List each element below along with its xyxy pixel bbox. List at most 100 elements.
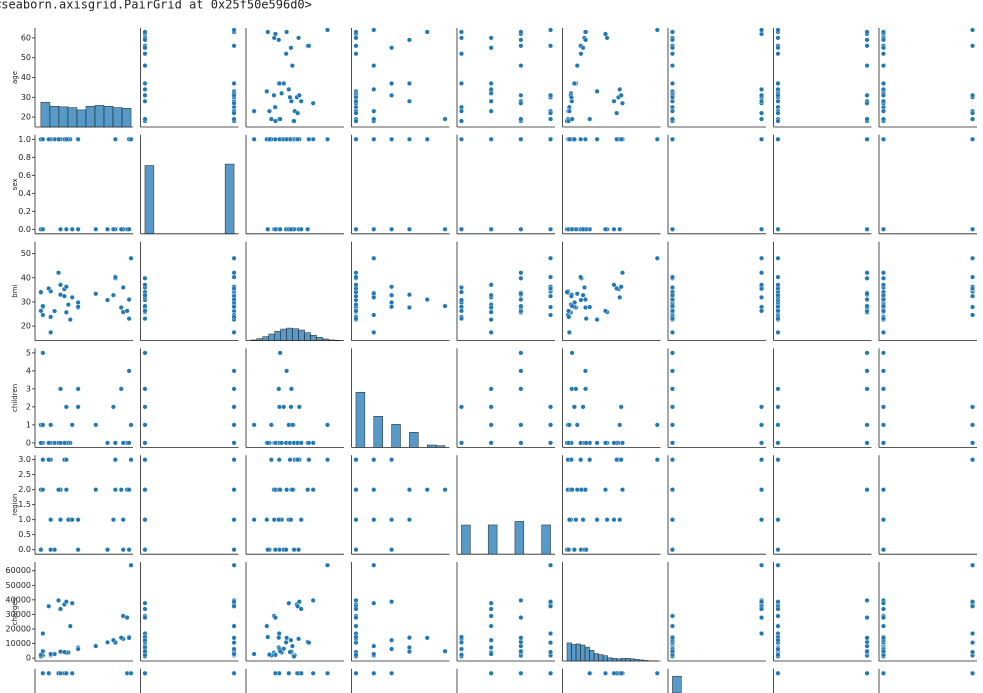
scatter-point: [371, 517, 377, 523]
scatter-point: [63, 284, 69, 290]
scatter-point: [75, 136, 81, 142]
scatter-point: [548, 293, 554, 299]
scatter-point: [389, 80, 395, 86]
scatter-point: [775, 670, 781, 676]
scatter-point: [518, 297, 524, 303]
scatter-point: [406, 226, 412, 232]
scatter-point: [353, 270, 359, 276]
hist-bar: [629, 658, 635, 662]
scatter-point: [580, 404, 586, 410]
scatter-point: [669, 329, 675, 335]
scatter-point: [406, 649, 412, 655]
scatter-point: [371, 27, 377, 33]
scatter-point: [583, 37, 589, 43]
scatter-point: [488, 80, 494, 86]
scatter-point: [880, 80, 886, 86]
scatter-point: [126, 226, 132, 232]
scatter-point: [120, 517, 126, 523]
hist-bar: [611, 658, 617, 662]
scatter-point: [488, 606, 494, 612]
scatter-point: [578, 274, 584, 280]
scatter-point: [548, 312, 554, 318]
scatter-point: [325, 422, 331, 428]
scatter-point: [488, 309, 494, 315]
scatter-point: [574, 291, 580, 297]
scatter-point: [548, 640, 554, 646]
scatter-point: [128, 422, 134, 428]
scatter-point: [571, 404, 577, 410]
scatter-point: [880, 635, 886, 641]
scatter-point: [40, 631, 46, 637]
scatter-point: [669, 63, 675, 69]
y-tick-label: 0.4: [18, 189, 31, 198]
scatter-point: [864, 100, 870, 106]
hist-bar: [310, 335, 317, 341]
scatter-point: [442, 116, 448, 122]
scatter-point: [669, 547, 675, 553]
scatter-point: [371, 643, 377, 649]
scatter-point: [518, 648, 524, 654]
scatter-point: [353, 29, 359, 35]
scatter-point: [548, 440, 554, 446]
scatter-point: [970, 110, 976, 116]
y-axis-label: age: [11, 71, 19, 84]
scatter-point: [566, 422, 572, 428]
scatter-point: [69, 294, 75, 300]
scatter-point: [231, 329, 237, 335]
y-tick-label: 20: [21, 113, 31, 122]
scatter-point: [296, 404, 302, 410]
scatter-point: [458, 284, 464, 290]
scatter-point: [618, 457, 624, 463]
scatter-point: [518, 368, 524, 374]
scatter-point: [142, 615, 148, 621]
scatter-point: [289, 63, 295, 69]
scatter-point: [654, 457, 660, 463]
y-tick-label: 3: [26, 384, 31, 393]
scatter-point: [488, 226, 494, 232]
scatter-point: [112, 457, 118, 463]
scatter-point: [284, 368, 290, 374]
scatter-point: [568, 293, 574, 299]
scatter-point: [389, 284, 395, 290]
scatter-point: [775, 274, 781, 280]
scatter-point: [231, 599, 237, 605]
scatter-point: [69, 422, 75, 428]
scatter-point: [231, 440, 237, 446]
scatter-point: [548, 116, 554, 122]
scatter-point: [566, 517, 572, 523]
scatter-point: [617, 422, 623, 428]
scatter-point: [775, 652, 781, 658]
scatter-point: [296, 547, 302, 553]
hist-bar: [103, 106, 114, 128]
scatter-point: [105, 226, 111, 232]
scatter-point: [231, 43, 237, 49]
scatter-point: [142, 86, 148, 92]
hist-bar: [625, 658, 631, 662]
scatter-point: [142, 606, 148, 612]
scatter-point: [284, 136, 290, 142]
scatter-point: [305, 226, 311, 232]
y-tick-label: 30: [21, 93, 31, 102]
scatter-point: [46, 440, 52, 446]
scatter-point: [38, 547, 44, 553]
scatter-point: [669, 487, 675, 493]
scatter-point: [296, 599, 302, 605]
scatter-point: [389, 136, 395, 142]
scatter-point: [75, 646, 81, 652]
scatter-point: [142, 404, 148, 410]
scatter-point: [775, 562, 781, 568]
scatter-point: [406, 136, 412, 142]
scatter-point: [276, 404, 282, 410]
hist-bar: [487, 524, 498, 555]
scatter-point: [442, 303, 448, 309]
scatter-point: [611, 226, 617, 232]
scatter-point: [759, 404, 765, 410]
scatter-point: [970, 92, 976, 98]
scatter-point: [67, 623, 73, 629]
scatter-point: [272, 615, 278, 621]
scatter-point: [518, 597, 524, 603]
scatter-point: [231, 640, 237, 646]
scatter-point: [574, 422, 580, 428]
scatter-point: [864, 92, 870, 98]
scatter-point: [286, 670, 292, 676]
